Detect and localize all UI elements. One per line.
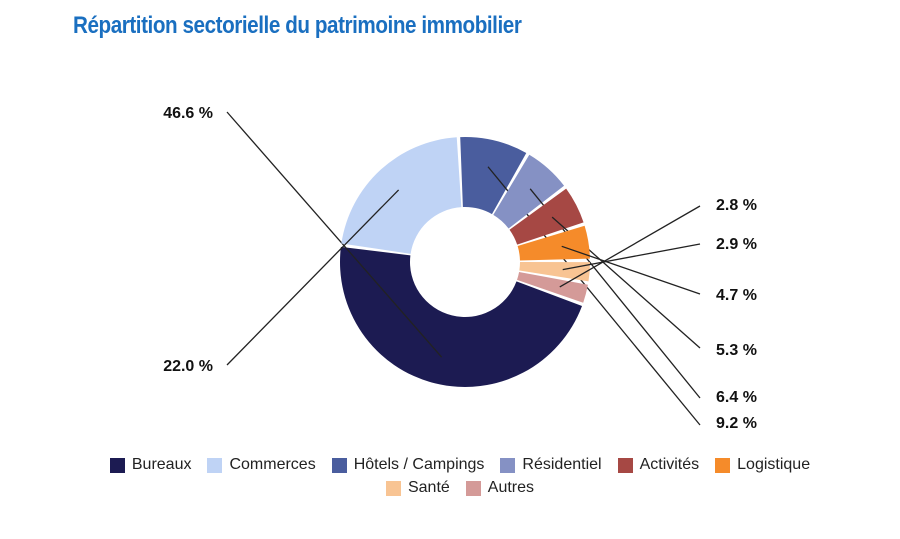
legend-label: Hôtels / Campings: [353, 456, 485, 473]
slice-autres: [517, 272, 588, 303]
leader-line-sante: [562, 243, 701, 271]
slice-logistique: [517, 225, 590, 261]
legend-label: Santé: [407, 479, 450, 496]
slice-bureaux: [339, 246, 583, 388]
leader-line-bureaux: [226, 111, 443, 358]
legend-swatch: [715, 457, 731, 473]
legend-swatch: [331, 457, 347, 473]
slice-activites: [509, 188, 584, 245]
legend-item-autres: Autres: [465, 479, 535, 497]
leader-line-commerces: [226, 189, 400, 366]
legend-swatch: [385, 480, 401, 496]
legend-label: Commerces: [229, 456, 316, 473]
legend-label: Résidentiel: [522, 456, 602, 473]
data-label-bureaux: 46.6 %: [163, 105, 213, 122]
legend-item-commerces: Commerces: [207, 456, 316, 474]
legend-swatch: [465, 480, 481, 496]
data-label-commerces: 22.0 %: [163, 358, 213, 375]
legend-item-hotels-campings: Hôtels / Campings: [331, 456, 485, 474]
leader-line-autres: [559, 205, 701, 288]
legend-swatch: [617, 457, 633, 473]
legend-label: Activités: [639, 456, 700, 473]
slice-residentiel: [493, 154, 565, 229]
slice-hotels-campings: [460, 137, 527, 215]
data-label-residentiel: 6.4 %: [716, 389, 757, 406]
legend-row-1: Bureaux Commerces Hôtels / Campings Résiden…: [60, 456, 860, 474]
legend-swatch: [109, 457, 125, 473]
data-label-sante: 2.9 %: [716, 236, 757, 253]
legend-item-sante: Santé: [385, 479, 450, 497]
leader-line-logistique: [561, 245, 701, 295]
legend-swatch: [500, 457, 516, 473]
legend-label: Logistique: [737, 456, 811, 473]
data-label-hotels-campings: 9.2 %: [716, 415, 757, 432]
legend-label: Autres: [487, 479, 535, 496]
slice-sante: [519, 262, 590, 282]
legend-swatch: [207, 457, 223, 473]
slice-commerces: [341, 137, 462, 254]
legend-item-residentiel: Résidentiel: [500, 456, 602, 474]
data-label-activites: 5.3 %: [716, 342, 757, 359]
legend-label: Bureaux: [131, 456, 192, 473]
legend-item-activites: Activités: [617, 456, 700, 474]
legend-item-logistique: Logistique: [715, 456, 810, 474]
data-label-logistique: 4.7 %: [716, 287, 757, 304]
chart-title: Répartition sectorielle du patrimoine im…: [73, 12, 522, 39]
data-label-autres: 2.8 %: [716, 197, 757, 214]
legend-row-2: Santé Autres: [60, 479, 860, 497]
legend-item-bureaux: Bureaux: [109, 456, 192, 474]
